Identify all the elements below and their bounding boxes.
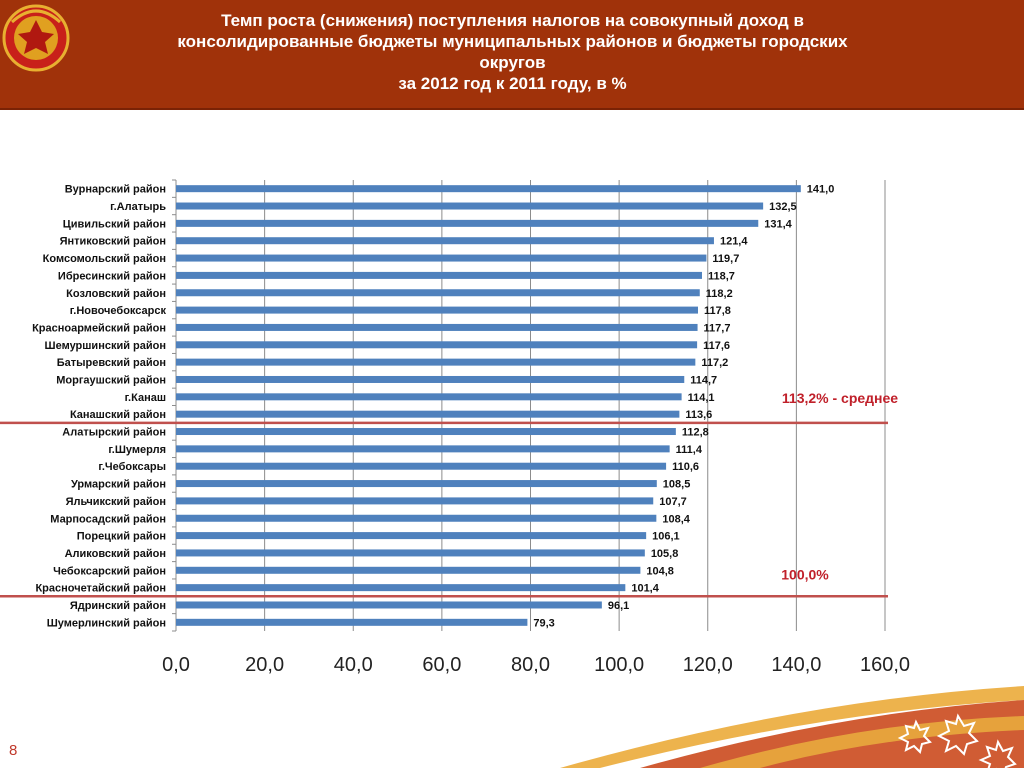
title-line: за 2012 год к 2011 году, в % [398, 74, 627, 93]
category-label: г.Чебоксары [98, 461, 166, 473]
category-label: Моргаушский район [56, 374, 166, 386]
data-label: 114,1 [688, 392, 715, 404]
category-label: Янтиковский район [60, 236, 166, 248]
data-label: 117,8 [704, 305, 731, 317]
data-label: 108,5 [663, 479, 691, 491]
x-tick-label: 60,0 [422, 654, 461, 676]
slide-title: Темп роста (снижения) поступления налого… [110, 10, 915, 94]
data-label: 101,4 [631, 583, 659, 595]
data-label: 119,7 [712, 253, 739, 265]
category-label: Канашский район [70, 409, 166, 421]
data-label: 112,8 [682, 427, 709, 439]
category-label: Яльчикский район [66, 496, 166, 508]
bar [176, 601, 602, 609]
category-label: Козловский район [66, 288, 166, 300]
category-label: Алатырский район [62, 427, 166, 439]
category-label: Батыревский район [57, 357, 166, 369]
bar [176, 584, 626, 592]
bar [176, 549, 645, 557]
category-label: Ибресинский район [58, 270, 166, 282]
data-label: 106,1 [652, 531, 680, 543]
bar [176, 618, 528, 626]
data-label: 113,6 [685, 409, 712, 421]
title-line: округов [479, 53, 546, 72]
data-label: 117,6 [703, 340, 730, 352]
bar [176, 254, 707, 262]
data-label: 114,7 [690, 374, 717, 386]
data-label: 131,4 [764, 218, 792, 230]
data-label: 117,2 [701, 357, 728, 369]
bar [176, 497, 654, 505]
data-label: 118,2 [706, 288, 733, 300]
data-label: 79,3 [533, 617, 554, 629]
bar [176, 393, 682, 401]
bar [176, 323, 698, 331]
category-label: Марпосадский район [50, 513, 166, 525]
bar [176, 428, 676, 436]
category-label: г.Канаш [125, 392, 166, 404]
data-label: 107,7 [659, 496, 687, 508]
category-label: Вурнарский район [65, 184, 166, 196]
page-number: 8 [9, 742, 18, 759]
x-tick-label: 140,0 [771, 654, 821, 676]
bar [176, 185, 801, 193]
bar [176, 566, 641, 574]
data-label: 118,7 [708, 270, 735, 282]
bar [176, 532, 647, 540]
category-label: г.Шумерля [108, 444, 166, 456]
data-label: 111,4 [676, 444, 703, 456]
category-label: Чебоксарский район [53, 565, 166, 577]
title-line: консолидированные бюджеты муниципальных … [177, 32, 848, 51]
x-tick-label: 100,0 [594, 654, 644, 676]
x-tick-label: 160,0 [860, 654, 910, 676]
category-label: Шумерлинский район [47, 617, 166, 629]
coat-of-arms-emblem [2, 4, 70, 72]
bar [176, 410, 680, 418]
category-label: Цивильский район [63, 218, 166, 230]
data-label: 117,7 [704, 322, 731, 334]
category-label: г.Алатырь [110, 201, 166, 213]
bar [176, 341, 698, 349]
bar [176, 289, 700, 297]
bar [176, 480, 657, 488]
category-label: Урмарский район [71, 479, 166, 491]
bar [176, 358, 696, 366]
bar [176, 445, 670, 453]
category-label: Порецкий район [77, 531, 166, 543]
data-label: 104,8 [646, 565, 674, 577]
x-tick-label: 80,0 [511, 654, 550, 676]
x-tick-label: 40,0 [334, 654, 373, 676]
data-label: 141,0 [807, 184, 835, 196]
category-label: Красноармейский район [32, 322, 166, 334]
data-label: 132,5 [769, 201, 797, 213]
x-tick-label: 120,0 [683, 654, 733, 676]
data-label: 121,4 [720, 236, 748, 248]
data-label: 96,1 [608, 600, 629, 612]
title-bar: Темп роста (снижения) поступления налого… [0, 0, 1024, 110]
category-label: Шемуршинский район [45, 340, 166, 352]
x-tick-label: 0,0 [162, 654, 190, 676]
bar [176, 462, 667, 470]
data-label: 108,4 [662, 513, 690, 525]
bar [176, 306, 699, 314]
category-label: Комсомольский район [43, 253, 166, 265]
bar [176, 514, 657, 522]
bar [176, 271, 702, 279]
bar [176, 237, 714, 245]
bar [176, 375, 685, 383]
category-label: г.Новочебоксарск [70, 305, 167, 317]
bar [176, 202, 764, 210]
reference-line-label: 113,2% - среднее [782, 390, 898, 406]
category-label: Ядринский район [70, 600, 166, 612]
x-tick-label: 20,0 [245, 654, 284, 676]
reference-line-label: 100,0% [781, 566, 829, 582]
data-label: 105,8 [651, 548, 679, 560]
data-label: 110,6 [672, 461, 699, 473]
bar [176, 219, 759, 227]
category-label: Аликовский район [65, 548, 166, 560]
category-label: Красночетайский район [35, 583, 166, 595]
title-line: Темп роста (снижения) поступления налого… [221, 11, 804, 30]
